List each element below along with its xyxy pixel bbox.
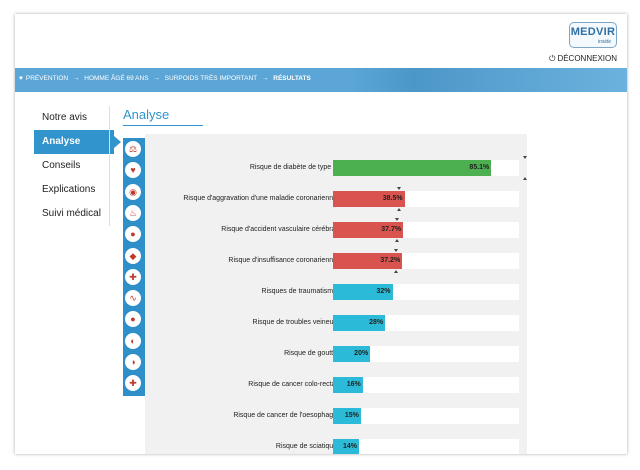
veins-icon: ∿ [125, 290, 141, 307]
esophagus-icon: ◑ [125, 354, 141, 370]
risk-value: 85.1% [469, 164, 490, 171]
breadcrumb-item-age[interactable]: HOMME ÂGÉ 69 ANS [84, 75, 149, 82]
logo-text: MEDVIR [570, 26, 616, 38]
medvir-logo: MEDVIR inside [569, 22, 617, 48]
range-marker-bottom [395, 239, 400, 242]
range-marker-top [395, 218, 400, 221]
range-marker-top [523, 156, 527, 159]
sidebar-divider [109, 106, 110, 226]
risk-label: Risque de goutte [284, 350, 337, 357]
range-marker-bottom [396, 208, 401, 211]
risk-value: 37.2% [380, 257, 401, 264]
heart-icon: ♥ [19, 75, 23, 82]
risk-bar-track: 15% [333, 408, 519, 424]
power-icon: ⏻ [549, 54, 556, 63]
risk-label: Risque d'aggravation d'une maladie coron… [183, 195, 337, 202]
risk-label: Risque d'accident vasculaire cérébral [221, 226, 337, 233]
scale-icon: ⚖ [125, 141, 141, 157]
sidebar: Notre avis Analyse Conseils Explications… [34, 106, 121, 226]
sidebar-item-conseils[interactable]: Conseils [42, 160, 81, 171]
risk-bar: 37.2% [333, 253, 403, 269]
risk-bar: 38.5% [333, 191, 405, 207]
spine-icon: ✚ [125, 375, 141, 392]
gout-icon: ● [125, 311, 141, 328]
risk-bar-track: 85.1% [333, 160, 519, 176]
risk-bar: 85.1% [333, 160, 492, 176]
risk-label: Risques de traumatisme [261, 288, 337, 295]
risk-label: Risque de diabète de type 2 [249, 164, 337, 171]
range-marker-bottom [394, 270, 399, 273]
sidebar-item-suivi-medical[interactable]: Suivi médical [42, 208, 101, 219]
risk-bar-track: 37.2% [333, 253, 519, 269]
risk-bar-track: 38.5% [333, 191, 519, 207]
breadcrumb-item-results: RÉSULTATS [273, 75, 311, 82]
lungs-icon: ♨ [125, 204, 141, 221]
range-marker-top [396, 187, 401, 190]
breadcrumb-arrow: → [261, 75, 269, 82]
risk-bar: 32% [333, 284, 393, 300]
risk-label: Risque de sciatique [275, 443, 337, 450]
risk-value: 28% [369, 319, 384, 326]
risk-label: Risque d'insuffisance coronarienne [228, 257, 337, 264]
risk-bar-track: 16% [333, 377, 519, 393]
risk-bar: 15% [333, 408, 361, 424]
page-title: Analyse [123, 107, 170, 122]
logo-subtext: inside [597, 39, 611, 45]
risk-bar-track: 28% [333, 315, 519, 331]
risk-bar: 37.7% [333, 222, 404, 238]
risk-value: 37.7% [381, 226, 402, 233]
risk-bar-track: 20% [333, 346, 519, 362]
risk-bar-track: 32% [333, 284, 519, 300]
risk-icon-column: ⚖ ♥ ◉ ♨ ● ◆ ✚ ∿ ● ◐ ◑ ✚ [123, 138, 145, 396]
risk-label: Risque de cancer colo-rectal [248, 381, 337, 388]
risk-value: 16% [346, 381, 361, 388]
breadcrumb-item-prevention[interactable]: PRÉVENTION [25, 75, 69, 82]
breadcrumb-arrow: → [72, 75, 80, 82]
risk-label: Risque de troubles veineux [252, 319, 337, 326]
risk-value: 20% [354, 350, 369, 357]
risk-chart: Risque de diabète de type 2 85.1% Risque d… [145, 134, 527, 454]
risk-label: Risque de cancer de l'oesophage [233, 412, 337, 419]
heart-monitor-icon: ♥ [125, 162, 141, 179]
risk-value: 14% [343, 443, 358, 450]
breadcrumb-arrow: → [153, 75, 160, 82]
foot-icon: ◆ [125, 247, 141, 264]
sidebar-item-notre-avis[interactable]: Notre avis [42, 112, 88, 123]
sidebar-item-analyse[interactable]: Analyse [34, 130, 121, 154]
logout-button[interactable]: ⏻ DÉCONNEXION [549, 54, 617, 64]
risk-bar-track: 14% [333, 439, 519, 454]
breadcrumb: ♥ PRÉVENTION → HOMME ÂGÉ 69 ANS → SURPOID… [19, 75, 314, 82]
accident-icon: ✚ [125, 268, 141, 285]
risk-bar: 28% [333, 315, 386, 331]
risk-bar-track: 37.7% [333, 222, 519, 238]
brain-icon: ◉ [125, 183, 141, 200]
burger-icon: ● [125, 226, 141, 243]
colon-icon: ◐ [125, 332, 141, 349]
risk-bar: 20% [333, 346, 371, 362]
risk-bar: 14% [333, 439, 360, 454]
risk-bar: 16% [333, 377, 363, 393]
logout-label: DÉCONNEXION [557, 54, 617, 63]
range-marker-top [394, 249, 399, 252]
risk-value: 38.5% [382, 195, 403, 202]
risk-value: 32% [376, 288, 391, 295]
breadcrumb-item-weight[interactable]: SURPOIDS TRÈS IMPORTANT [164, 75, 258, 82]
breadcrumb-bar: ♥ PRÉVENTION → HOMME ÂGÉ 69 ANS → SURPOID… [15, 68, 627, 92]
sidebar-item-explications[interactable]: Explications [42, 184, 96, 195]
range-marker-bottom [523, 177, 527, 180]
risk-value: 15% [344, 412, 359, 419]
app-window: MEDVIR inside ⏻ DÉCONNEXION ♥ PRÉVENTION →… [15, 14, 627, 454]
title-underline [123, 125, 203, 126]
